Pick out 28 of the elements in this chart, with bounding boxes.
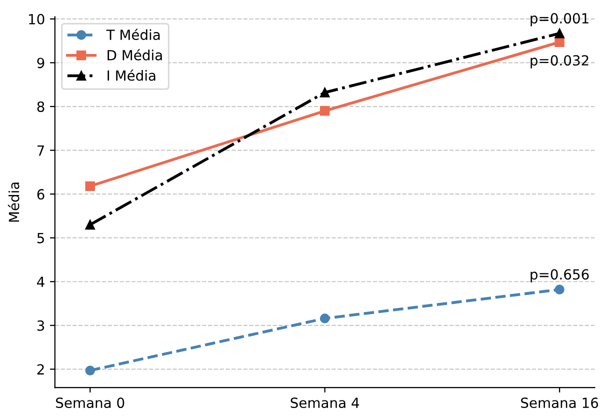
y-tick-label: 7 (37, 145, 44, 156)
point (320, 106, 330, 116)
legend-label: T Média (106, 28, 160, 40)
point (554, 28, 564, 38)
annotation: p=0.001 (530, 13, 588, 26)
point (320, 88, 330, 98)
y-tick-label: 10 (29, 14, 44, 24)
x-tick-label: Semana 16 (521, 398, 598, 408)
point (85, 181, 95, 192)
y-tick-label: 6 (37, 189, 44, 200)
annotation: p=0.032 (530, 55, 588, 68)
point (554, 284, 564, 294)
point (85, 220, 95, 230)
annotation: p=0.656 (530, 269, 589, 282)
legend-label: D Média (108, 49, 162, 60)
y-tick-label: 9 (37, 58, 44, 68)
point (320, 314, 330, 324)
y-tick-label: 5 (37, 233, 44, 244)
point (554, 37, 564, 48)
y-tick-label: 4 (37, 276, 44, 287)
x-tick-label: Semana 0 (56, 398, 124, 408)
y-tick-label: 2 (37, 364, 44, 374)
y-tick-label: 3 (37, 320, 44, 331)
legend-label: I Média (108, 69, 156, 81)
y-tick-label: 8 (37, 101, 44, 112)
y-axis-title: Média (8, 182, 20, 222)
point (85, 366, 95, 376)
x-tick-label: Semana 4 (290, 398, 360, 408)
